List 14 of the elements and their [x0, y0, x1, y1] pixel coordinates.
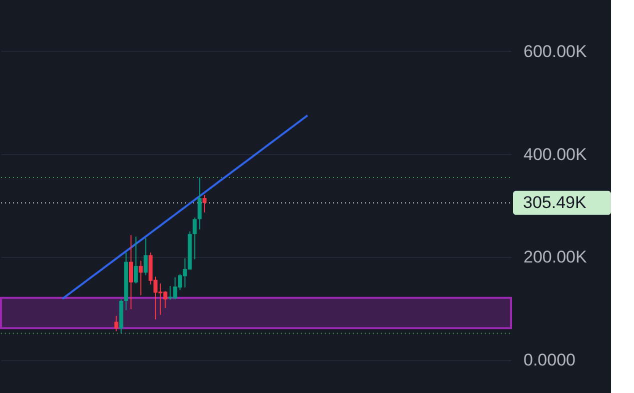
ref-line-label: 305.49K	[523, 192, 587, 212]
candlestick	[192, 217, 197, 260]
candlestick	[134, 236, 138, 284]
candlestick	[129, 234, 133, 310]
candlestick	[114, 315, 118, 332]
candlestick	[144, 238, 148, 276]
candlestick	[202, 194, 207, 213]
y-tick-label: 400.00K	[524, 144, 588, 164]
line-series	[61, 114, 308, 300]
y-tick-label: 0.0000	[524, 350, 576, 370]
y-tick-label: 200.00K	[524, 248, 588, 267]
candlestick	[138, 260, 143, 296]
candlestick	[198, 176, 202, 230]
y-tick-label: 600.00K	[524, 42, 588, 61]
